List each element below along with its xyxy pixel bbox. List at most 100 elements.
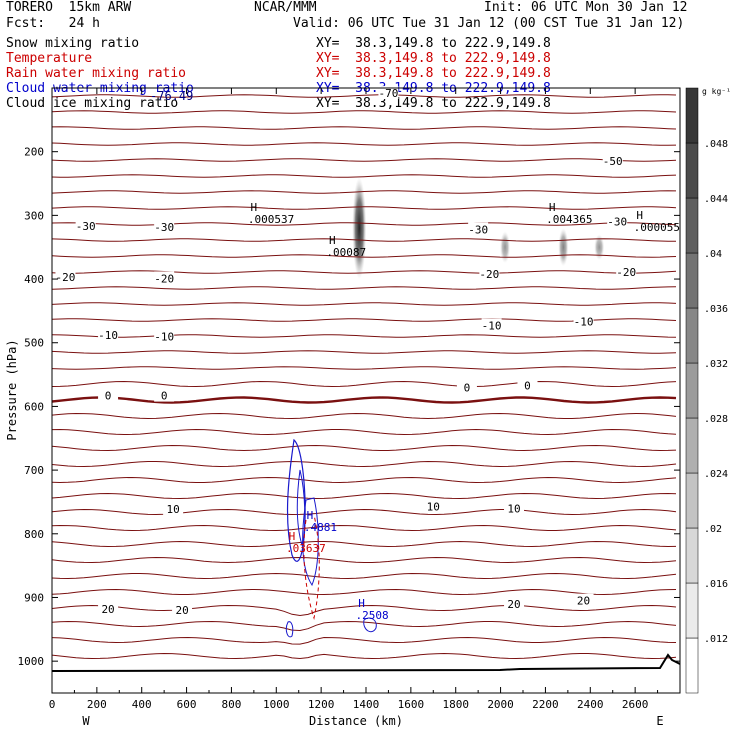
temperature-label-16: 0 xyxy=(464,381,471,394)
field-name-temperature: Temperature xyxy=(6,51,93,66)
extremum-value-2: .004365 xyxy=(546,213,592,226)
temperature-label-bg-20 xyxy=(504,501,525,515)
temperature-contour-13 xyxy=(52,302,677,306)
field-name-cloudwater: Cloud water mixing ratio xyxy=(6,81,194,96)
temperature-label-bg-9 xyxy=(616,265,637,279)
temperature-label-bg-22 xyxy=(172,603,193,617)
extremum-value-1: .00087 xyxy=(326,246,366,259)
colorbar-segment-5 xyxy=(685,362,699,419)
x-tick-label-10: 2000 xyxy=(487,698,514,711)
temperature-contour-28 xyxy=(52,540,677,548)
colorbar-tick-label-5: .032 xyxy=(704,359,728,370)
y-tick-label-3: 500 xyxy=(24,337,44,350)
temperature-label-17: 0 xyxy=(524,379,531,392)
colorbar-tick-label-3: .024 xyxy=(704,469,728,480)
temperature-label-2: -30 xyxy=(154,221,174,234)
extremum-marker-1: H xyxy=(329,234,336,247)
colorbar-tick-label-6: .036 xyxy=(704,304,728,315)
temperature-contour-6 xyxy=(52,190,677,194)
temperature-contour-29 xyxy=(52,556,677,564)
temperature-label-18: 10 xyxy=(166,503,179,516)
temperature-label-bg-5 xyxy=(607,214,628,228)
temperature-contour-26 xyxy=(52,508,677,516)
colorbar-segment-2 xyxy=(685,527,699,584)
cloudwater-contour-2 xyxy=(302,497,319,587)
field-xy-cloudice: XY= 38.3,149.8 to 222.9,149.8 xyxy=(316,96,551,111)
colorbar-tick-label-9: .048 xyxy=(704,139,728,150)
temperature-label-bg-16 xyxy=(456,380,477,394)
temperature-label-24: 20 xyxy=(577,595,590,608)
temperature-contour-22 xyxy=(52,444,677,452)
temperature-label-1: -50 xyxy=(603,155,623,168)
temperature-contour-19 xyxy=(52,396,677,404)
temperature-label-bg-21 xyxy=(98,601,119,615)
colorbar-segment-9 xyxy=(685,142,699,199)
x-tick-label-0: 0 xyxy=(49,698,56,711)
temperature-contour-2 xyxy=(52,126,677,130)
x-axis-label: Distance (km) xyxy=(309,714,403,728)
temperature-contour-14 xyxy=(52,318,677,322)
snow-shade-0 xyxy=(352,177,367,280)
x-tick-label-2: 400 xyxy=(132,698,152,711)
temperature-contour-20 xyxy=(52,412,677,420)
colorbar-tick-label-8: .044 xyxy=(704,194,728,205)
x-tick-label-8: 1600 xyxy=(398,698,425,711)
extremum-marker-0: H xyxy=(251,201,258,214)
cloudwater-contour-3 xyxy=(285,621,294,638)
temperature-contour-18 xyxy=(52,380,677,388)
temperature-label-bg-4 xyxy=(468,222,489,236)
x-tick-label-11: 2200 xyxy=(532,698,559,711)
temperature-label-bg-24 xyxy=(573,593,594,607)
temperature-label-12: -10 xyxy=(482,320,502,333)
x-tick-label-9: 1800 xyxy=(442,698,469,711)
temperature-contour-5 xyxy=(52,174,677,178)
header-fcst: Fcst: 24 h xyxy=(6,16,100,31)
y-tick-label-0: 200 xyxy=(24,146,44,159)
header-valid: Valid: 06 UTC Tue 31 Jan 12 (00 CST Tue … xyxy=(293,16,685,31)
field-name-cloudice: Cloud ice mixing ratio xyxy=(6,96,179,111)
extremum-value-0: .000537 xyxy=(248,213,294,226)
cloudwater-contour-4 xyxy=(363,617,377,633)
temperature-label-bg-2 xyxy=(154,219,175,233)
colorbar-tick-label-1: .016 xyxy=(704,579,728,590)
colorbar-tick-label-4: .028 xyxy=(704,414,728,425)
temperature-contour-35 xyxy=(52,652,677,660)
y-tick-label-6: 800 xyxy=(24,528,44,541)
temperature-contour-1 xyxy=(52,110,677,114)
extremum-value-6: .2508 xyxy=(356,609,389,622)
colorbar-segment-4 xyxy=(685,417,699,474)
y-tick-label-4: 600 xyxy=(24,400,44,413)
colorbar-segment-8 xyxy=(685,197,699,254)
colorbar-segment-3 xyxy=(685,472,699,529)
temperature-label-22: 20 xyxy=(175,604,188,617)
colorbar-segment-6 xyxy=(685,307,699,364)
temperature-label-bg-3 xyxy=(75,219,96,233)
temperature-contour-9 xyxy=(52,238,676,242)
temperature-contour-34 xyxy=(52,636,677,645)
temperature-contour-4 xyxy=(52,158,677,162)
temperature-label-bg-19 xyxy=(423,499,444,513)
cloudwater-contour-0 xyxy=(286,438,306,562)
temperature-label-bg-13 xyxy=(573,314,594,328)
temperature-contour-12 xyxy=(52,286,677,290)
header-center: NCAR/MMM xyxy=(254,0,317,15)
temperature-label-11: -10 xyxy=(154,330,174,343)
temperature-label-7: -20 xyxy=(154,272,174,285)
temperature-contour-3 xyxy=(52,142,677,146)
temperature-label-20: 10 xyxy=(507,502,520,515)
extremum-marker-5: H xyxy=(289,530,296,543)
y-tick-label-7: 900 xyxy=(24,591,44,604)
temperature-label-5: -30 xyxy=(607,216,627,229)
colorbar-tick-label-0: .012 xyxy=(704,634,728,645)
snow-shade-3 xyxy=(594,234,605,260)
temperature-label-bg-14 xyxy=(98,388,119,402)
temperature-label-bg-17 xyxy=(517,378,538,392)
colorbar-tick-label-2: .02 xyxy=(704,524,722,535)
temperature-label-bg-11 xyxy=(154,329,175,343)
extremum-value-5: .03637 xyxy=(286,542,326,555)
colorbar-tick-label-7: .04 xyxy=(704,249,722,260)
temperature-label-bg-15 xyxy=(154,388,175,402)
header-init: Init: 06 UTC Mon 30 Jan 12 xyxy=(484,0,688,15)
colorbar-unit: g kg⁻¹ xyxy=(702,87,731,96)
